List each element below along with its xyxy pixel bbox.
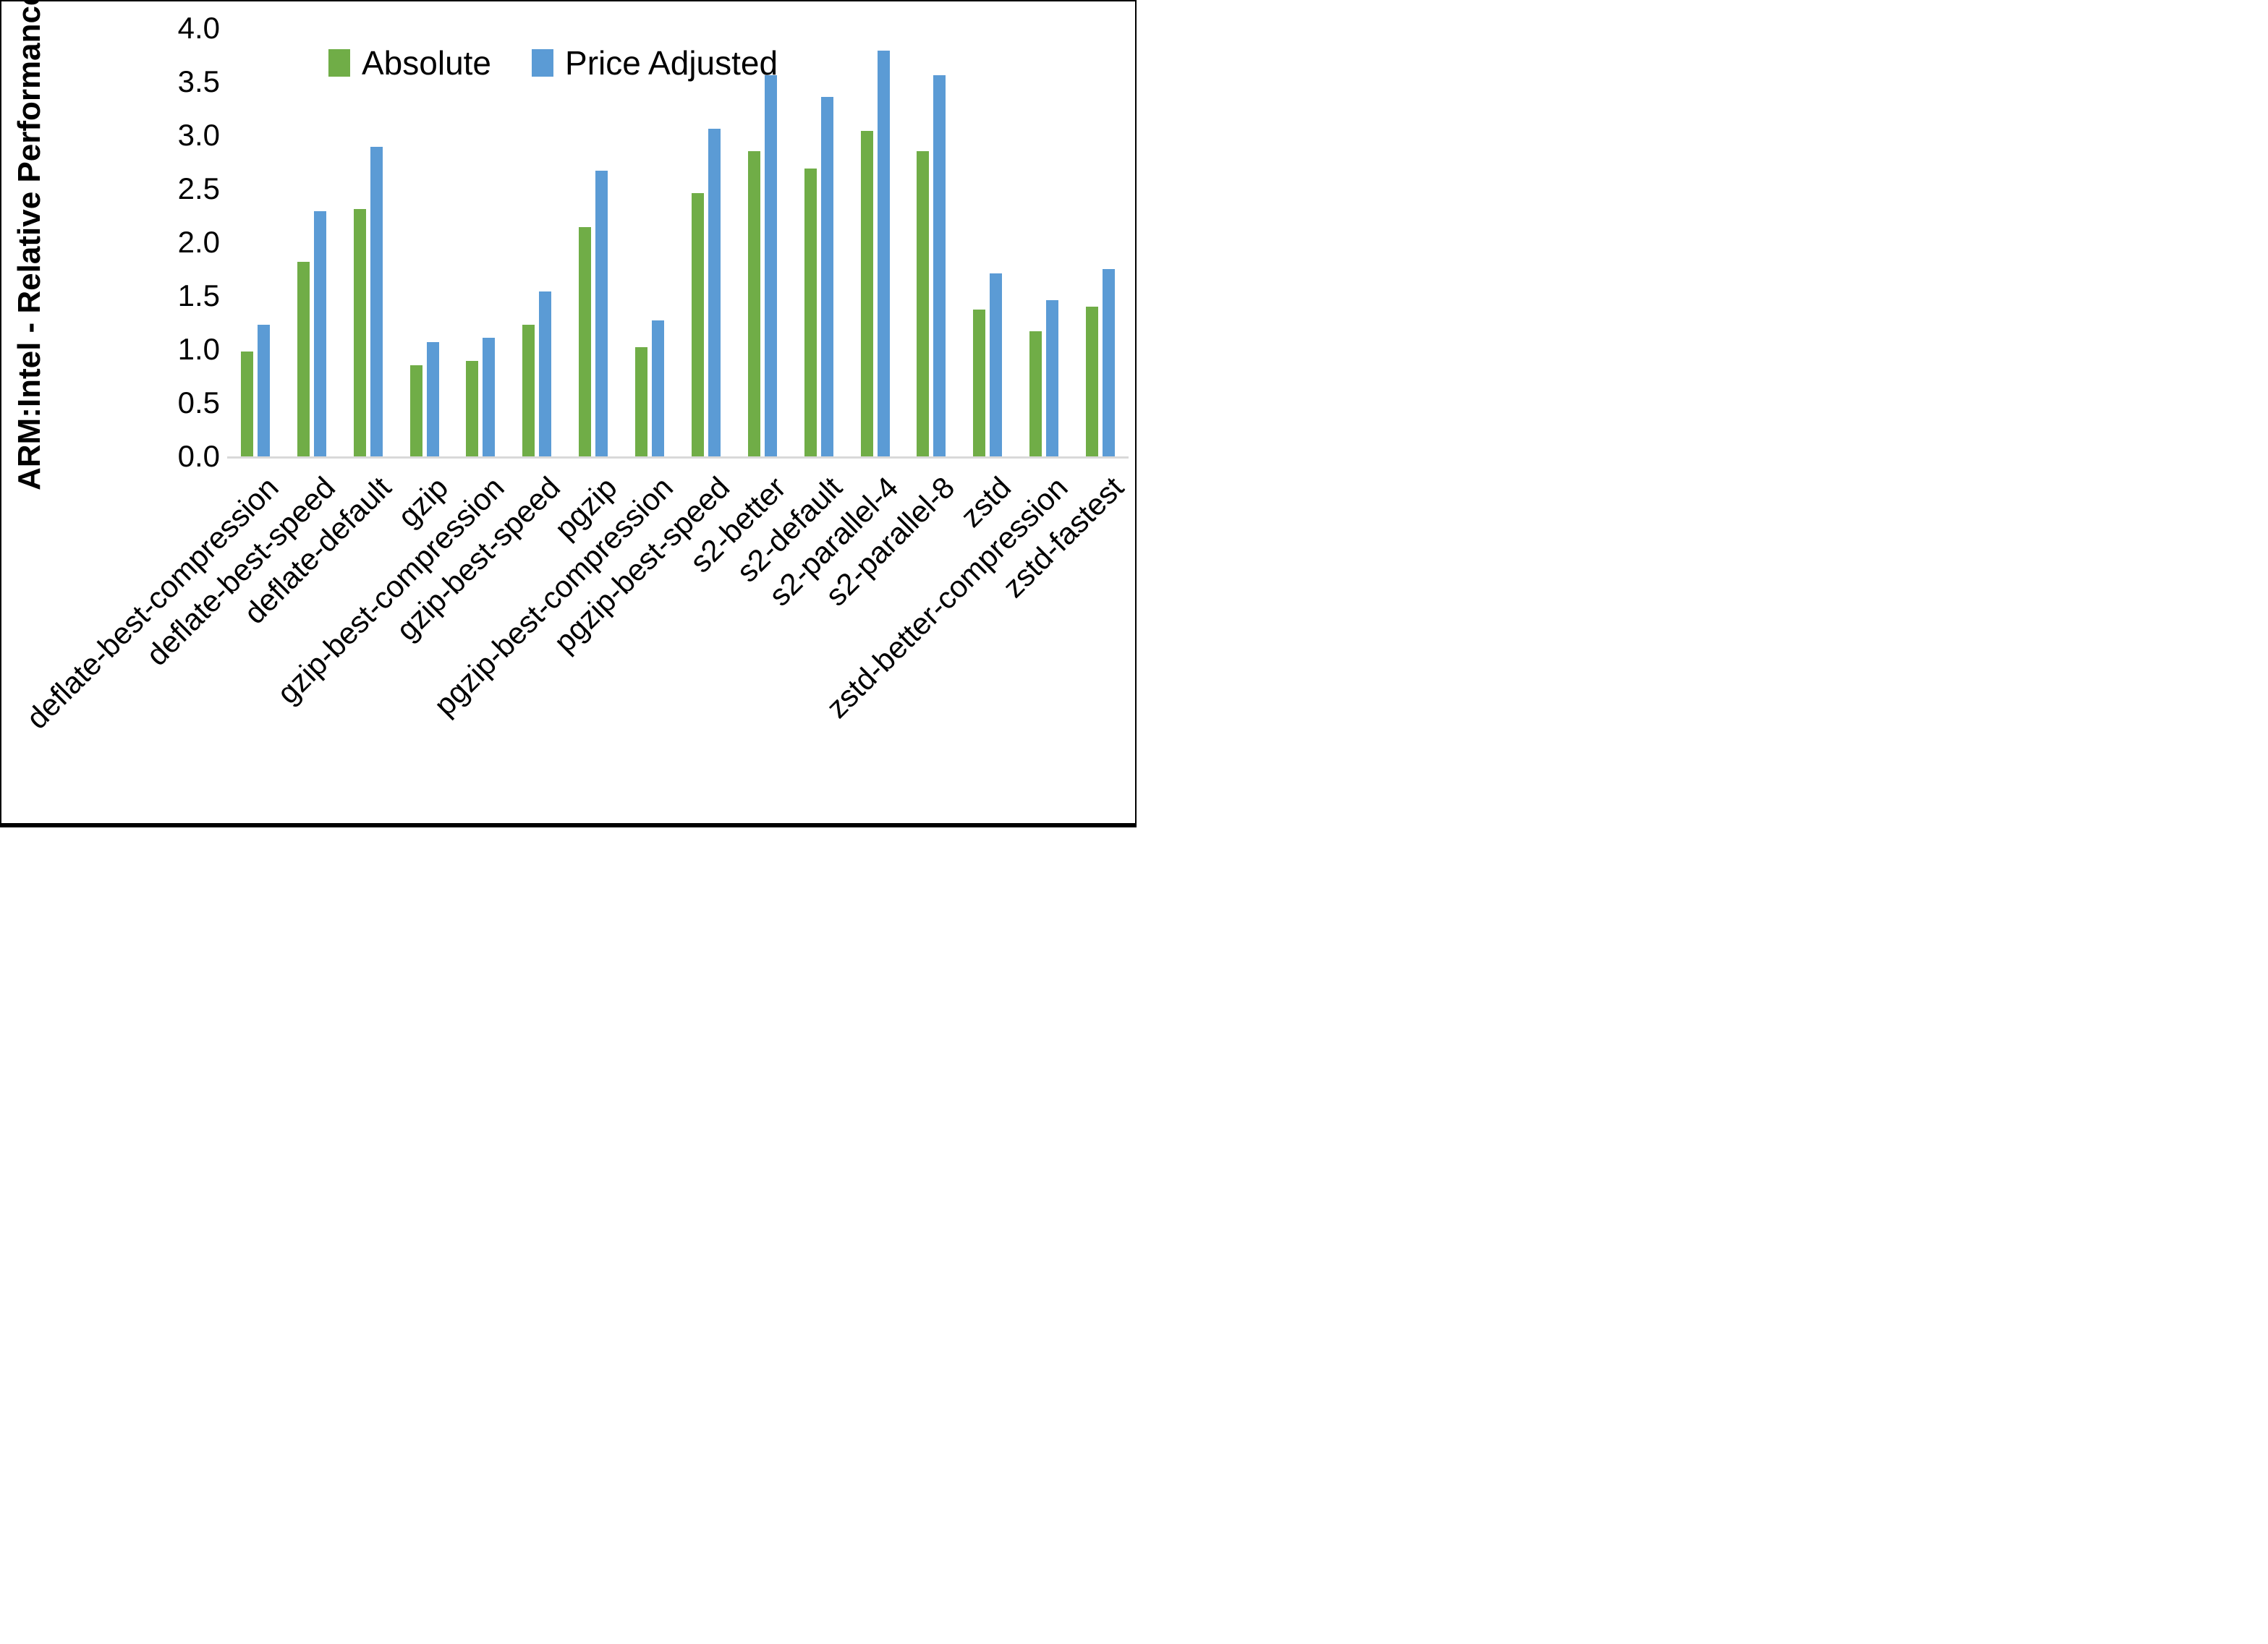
y-tick-label: 1.5 (177, 278, 220, 312)
bar-group (227, 28, 284, 456)
bar-group (1072, 28, 1129, 456)
bar-price-adjusted (539, 291, 552, 456)
bar-absolute (917, 151, 930, 456)
legend-item: Absolute (328, 46, 491, 80)
legend-label: Price Adjusted (565, 44, 778, 82)
x-axis-category-labels: deflate-best-compression deflate-best-spe… (1, 1, 1135, 823)
bar-absolute (353, 209, 366, 456)
bar-price-adjusted (370, 147, 383, 456)
bar-price-adjusted (1046, 299, 1059, 456)
bars-container (227, 28, 1129, 456)
bar-absolute (635, 347, 648, 456)
bar-price-adjusted (708, 129, 721, 456)
plot-area (227, 28, 1129, 456)
bar-group (396, 28, 453, 456)
bar-group (1016, 28, 1072, 456)
bar-price-adjusted (652, 320, 665, 456)
bar-group (791, 28, 847, 456)
bar-absolute (1086, 306, 1099, 456)
bar-price-adjusted (426, 341, 439, 456)
y-tick-label: 3.5 (177, 64, 220, 98)
y-tick-label: 0.0 (177, 439, 220, 473)
bar-price-adjusted (313, 211, 326, 456)
bar-absolute (1029, 331, 1042, 456)
bar-group (621, 28, 678, 456)
bar-group (565, 28, 621, 456)
legend-swatch-icon (532, 49, 554, 77)
bar-price-adjusted (933, 75, 946, 456)
y-tick-label: 3.0 (177, 118, 220, 152)
bar-absolute (409, 365, 422, 456)
legend-swatch-icon (328, 49, 350, 77)
bar-absolute (747, 151, 760, 456)
bar-absolute (522, 324, 535, 456)
y-axis-tick-labels: 0.0 0.5 1.0 1.5 2.0 2.5 3.0 3.5 4.0 (1, 1, 220, 823)
bar-group (453, 28, 509, 456)
legend-label: Absolute (362, 44, 492, 82)
bar-absolute (973, 310, 986, 456)
bar-price-adjusted (990, 273, 1003, 456)
y-tick-label: 0.5 (177, 386, 220, 419)
bar-price-adjusted (820, 96, 833, 456)
bar-absolute (804, 168, 817, 456)
bar-price-adjusted (1103, 269, 1116, 456)
bar-group (340, 28, 396, 456)
bar-price-adjusted (257, 324, 270, 456)
y-tick-label: 1.0 (177, 332, 220, 366)
bar-group (678, 28, 734, 456)
bar-group (734, 28, 791, 456)
bar-absolute (240, 351, 253, 456)
bar-price-adjusted (877, 51, 890, 456)
bar-price-adjusted (595, 170, 608, 456)
bar-group (284, 28, 340, 456)
bar-absolute (691, 192, 704, 456)
bar-price-adjusted (764, 75, 777, 456)
legend: Absolute Price Adjusted (328, 46, 778, 80)
bar-group (509, 28, 565, 456)
x-axis-line (227, 456, 1129, 459)
bar-price-adjusted (483, 337, 496, 456)
bar-group (959, 28, 1016, 456)
legend-item: Price Adjusted (532, 46, 778, 80)
chart-figure: ARM:Intel - Relative Performance 0.0 0.5 1… (0, 0, 1137, 827)
bar-absolute (297, 261, 310, 456)
bar-absolute (466, 361, 479, 456)
y-tick-label: 4.0 (177, 11, 220, 45)
bar-group (847, 28, 904, 456)
y-tick-label: 2.0 (177, 225, 220, 259)
bar-group (904, 28, 960, 456)
bar-absolute (579, 227, 592, 456)
y-tick-label: 2.5 (177, 171, 220, 205)
bar-absolute (860, 131, 873, 456)
